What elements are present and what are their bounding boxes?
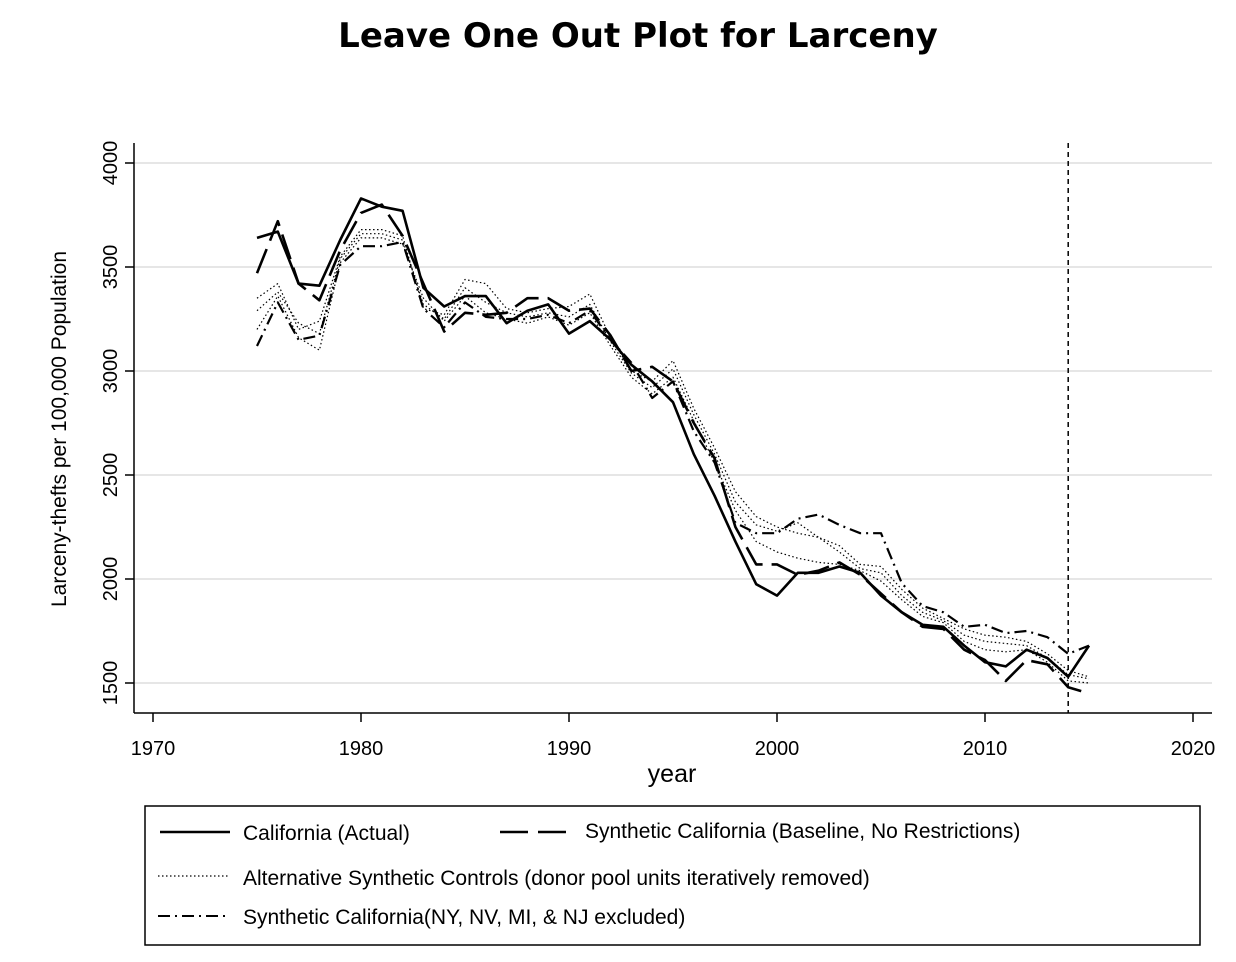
legend: California (Actual) Synthetic California… <box>144 805 1201 946</box>
x-tick-label: 1980 <box>339 738 384 760</box>
x-axis-ticks: 1970 1980 1990 2000 2010 2020 <box>131 713 1216 760</box>
y-tick-label: 2500 <box>100 453 122 498</box>
series-line-dashdot-5 <box>256 240 1090 656</box>
x-axis-label: year <box>648 760 697 788</box>
chart-title: Leave One Out Plot for Larceny <box>338 16 938 56</box>
x-tick-label: 2000 <box>755 738 800 760</box>
legend-label-baseline: Synthetic California (Baseline, No Restr… <box>585 820 1020 843</box>
y-tick-label: 2000 <box>100 557 122 602</box>
series-line-longdash-1 <box>255 203 1090 695</box>
y-tick-label: 1500 <box>100 661 122 706</box>
x-tick-label: 1970 <box>131 738 176 760</box>
y-tick-label: 3000 <box>100 349 122 394</box>
series-line-solid-0 <box>256 197 1091 679</box>
legend-label-alternative: Alternative Synthetic Controls (donor po… <box>243 867 870 890</box>
axes <box>133 143 1212 714</box>
x-tick-label: 2010 <box>963 738 1008 760</box>
y-tick-label: 3500 <box>100 245 122 290</box>
legend-label-actual: California (Actual) <box>243 822 410 845</box>
x-tick-label: 2020 <box>1171 738 1216 760</box>
x-tick-label: 1990 <box>547 738 592 760</box>
y-axis-label: Larceny-thefts per 100,000 Population <box>48 251 71 607</box>
legend-label-excluded: Synthetic California(NY, NV, MI, & NJ ex… <box>243 906 685 929</box>
gridlines <box>134 162 1212 684</box>
y-axis-ticks: 1500 2000 2500 3000 3500 4000 <box>100 141 134 706</box>
series-line-dotted-2 <box>256 229 1090 678</box>
series-line-dotted-4 <box>256 233 1090 680</box>
series-line-dotted-3 <box>256 237 1090 684</box>
y-tick-label: 4000 <box>100 141 122 186</box>
legend-box <box>144 805 1201 946</box>
series-lines <box>255 197 1091 695</box>
